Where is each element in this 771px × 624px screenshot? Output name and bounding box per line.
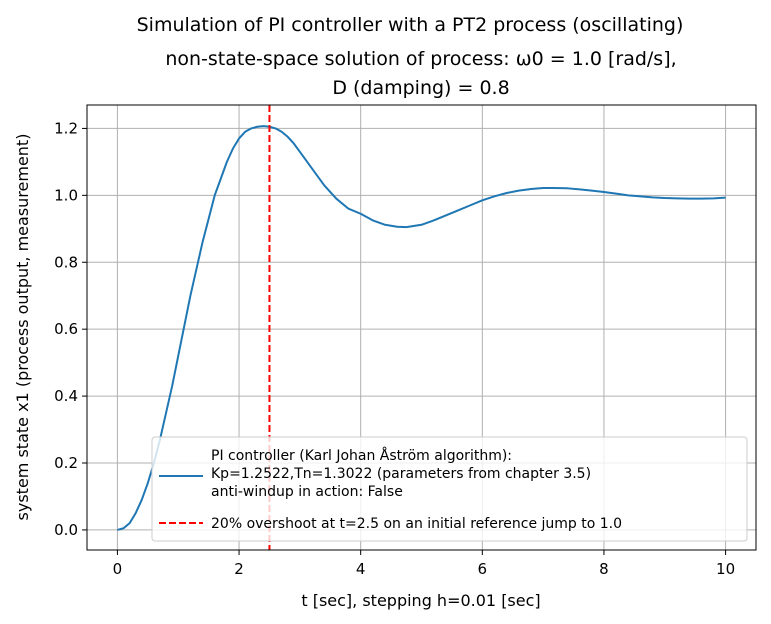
legend-label-overshoot: 20% overshoot at t=2.5 on an initial ref…	[211, 516, 622, 532]
y-tick-label: 0.4	[54, 387, 78, 405]
y-axis-label: system state x1 (process output, measure…	[13, 134, 32, 521]
chart-title-line-2: non-state-space solution of process: ω0 …	[165, 48, 676, 70]
legend-label-pi-line-1: PI controller (Karl Johan Åström algorit…	[211, 447, 512, 464]
x-tick-label: 2	[234, 560, 244, 578]
y-tick-label: 1.0	[54, 186, 78, 204]
ticks: 0 2 4 6 8 10 0.0 0.2 0.4 0.6 0.8 1.0 1.2	[54, 119, 735, 578]
x-tick-label: 6	[478, 560, 488, 578]
plot-frame	[86, 104, 757, 551]
chart-title-line-3: D (damping) = 0.8	[332, 77, 509, 99]
series-line-pi-response	[117, 125, 726, 531]
chart-title-line-1: Simulation of PI controller with a PT2 p…	[137, 14, 684, 36]
x-axis-label: t [sec], stepping h=0.01 [sec]	[301, 591, 540, 610]
x-tick-label: 0	[113, 560, 123, 578]
legend-label-pi-line-2: Kp=1.2522,Tn=1.3022 (parameters from cha…	[211, 466, 591, 482]
legend-label-pi: PI controller (Karl Johan Åström algorit…	[211, 447, 596, 500]
legend-label-pi-line-3: anti-windup in action: False	[211, 484, 403, 500]
y-tick-label: 0.6	[54, 320, 78, 338]
y-tick-label: 1.2	[54, 119, 78, 137]
x-tick-label: 8	[599, 560, 609, 578]
x-tick-label: 10	[716, 560, 735, 578]
legend: PI controller (Karl Johan Åström algorit…	[151, 436, 748, 542]
y-tick-label: 0.0	[54, 521, 78, 539]
y-tick-label: 0.8	[54, 253, 78, 271]
y-tick-label: 0.2	[54, 454, 78, 472]
x-tick-label: 4	[356, 560, 366, 578]
legend-box	[151, 436, 748, 542]
